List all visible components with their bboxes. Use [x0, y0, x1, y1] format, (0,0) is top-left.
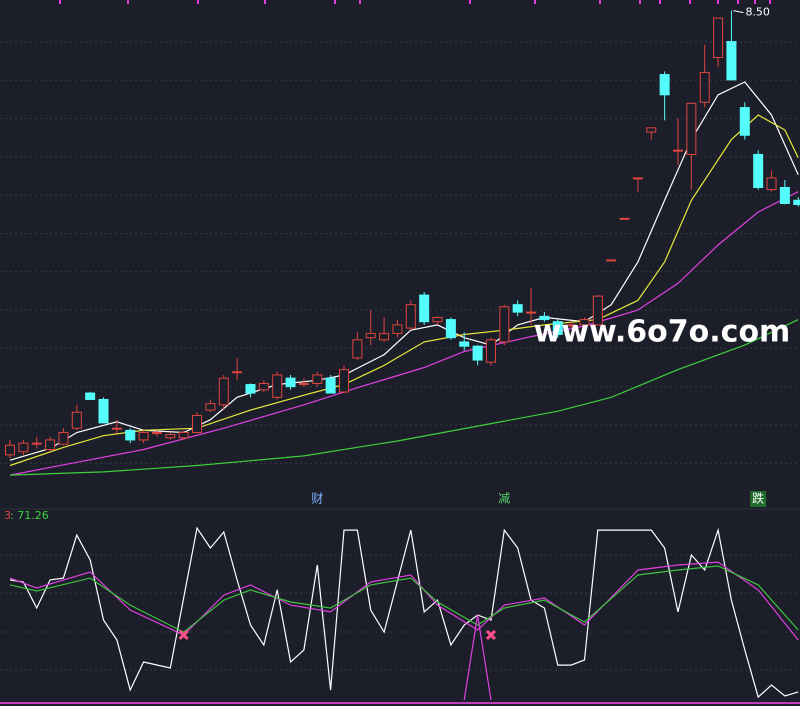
high-label: 8.50 — [745, 6, 770, 19]
candle-body — [459, 341, 470, 347]
indicator-line — [9, 526, 799, 699]
candle-body — [779, 186, 790, 204]
candle-body — [753, 153, 764, 188]
candle-body — [165, 434, 176, 439]
candle-body — [739, 107, 750, 136]
candle-body — [485, 339, 496, 363]
price-pane: 8.50 财 减 跌 — [5, 6, 800, 507]
candle-body — [472, 345, 483, 361]
candle-body — [673, 149, 683, 152]
cross-signal — [178, 629, 189, 641]
candle-body — [713, 17, 724, 59]
candle-body — [499, 306, 510, 343]
candle-body — [579, 319, 590, 326]
candle-body — [31, 442, 42, 445]
candle-body — [686, 102, 697, 155]
candle-body — [566, 324, 577, 327]
candle-body — [592, 295, 603, 326]
candle-body — [726, 41, 737, 81]
candle-body — [552, 321, 563, 335]
candle-body — [138, 431, 149, 441]
candle-body — [312, 374, 323, 384]
watermark: www.6o7o.com — [534, 315, 791, 350]
indicator-label: : 71.26 — [10, 509, 49, 522]
candle-body — [18, 442, 29, 453]
candle-body — [325, 377, 336, 394]
candle-body — [632, 177, 643, 180]
event-marker: 跌 — [752, 491, 764, 506]
candle-body — [659, 74, 670, 96]
candle-body — [619, 217, 630, 220]
candle-body — [58, 431, 69, 445]
marker-bg — [750, 491, 767, 507]
candle-body — [298, 382, 309, 385]
label-prefix: 3 — [4, 509, 11, 522]
candle-body — [125, 429, 136, 441]
indicator-line — [9, 565, 799, 633]
candle-body — [218, 377, 229, 406]
candle-body — [699, 71, 710, 103]
candle-body — [512, 304, 523, 313]
candle-body — [445, 319, 456, 339]
candle-body — [5, 444, 15, 456]
event-marker: 财 — [311, 492, 323, 506]
candle-body — [111, 427, 122, 430]
candle-body — [285, 377, 296, 388]
candle-body — [432, 316, 443, 323]
candle-body — [85, 392, 96, 400]
candle-body — [646, 127, 657, 133]
candle-body — [526, 311, 537, 314]
candle-body — [405, 304, 416, 329]
candle-body — [339, 369, 349, 393]
moving-average — [9, 191, 799, 476]
candle-body — [419, 294, 430, 323]
candle-body — [379, 332, 390, 341]
event-marker: 减 — [498, 492, 510, 506]
candle-body — [352, 339, 363, 359]
candle-body — [245, 384, 256, 394]
cross-signal — [485, 629, 497, 641]
candle-body — [258, 382, 269, 391]
indicator-pane — [9, 526, 799, 701]
high-pointer — [733, 10, 744, 14]
candle-body — [606, 259, 617, 262]
candle-body — [205, 403, 216, 411]
candle-body — [178, 431, 189, 439]
grid — [0, 41, 800, 671]
candle-body — [392, 324, 403, 334]
candle-body — [232, 371, 243, 374]
candle-body — [71, 411, 82, 429]
candle-body — [766, 177, 777, 191]
candle-body — [539, 315, 550, 321]
candle-body — [192, 414, 203, 433]
candle-body — [272, 374, 283, 398]
candle-body — [793, 199, 800, 206]
top-ticks — [59, 0, 771, 4]
candle-body — [45, 439, 56, 451]
indicator-line — [463, 614, 492, 701]
candle-body — [365, 332, 376, 339]
candle-body — [98, 398, 109, 424]
candle-body — [151, 431, 162, 434]
indicator-line — [9, 561, 799, 641]
moving-average — [9, 319, 799, 476]
